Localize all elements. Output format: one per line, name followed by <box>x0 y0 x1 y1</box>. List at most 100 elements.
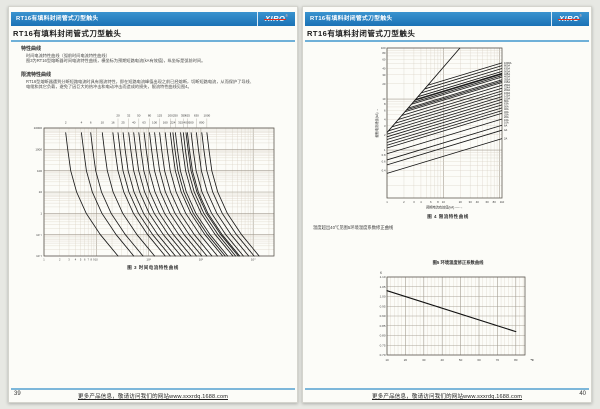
svg-text:6: 6 <box>430 200 432 204</box>
svg-text:1: 1 <box>386 200 388 204</box>
svg-text:80: 80 <box>382 51 386 55</box>
footer-website-link[interactable]: 更多产品信息，敬请访问我们的网站www.sxxrdq.1688.com <box>371 394 523 400</box>
footer-website-link[interactable]: 更多产品信息，敬请访问我们的网站www.sxxrdq.1688.com <box>77 394 229 400</box>
svg-text:4: 4 <box>384 117 386 121</box>
svg-text:355: 355 <box>181 114 186 118</box>
svg-text:截断电流峰值(kA) →: 截断电流峰值(kA) → <box>374 108 379 137</box>
svg-text:224A: 224A <box>504 86 510 90</box>
svg-text:800A: 800A <box>504 64 510 68</box>
svg-text:10A: 10A <box>504 121 509 125</box>
svg-text:50: 50 <box>459 358 463 362</box>
svg-text:0.85: 0.85 <box>380 324 386 328</box>
svg-text:100: 100 <box>37 169 42 173</box>
svg-text:40: 40 <box>382 66 386 70</box>
svg-text:500: 500 <box>189 121 194 125</box>
svg-text:10: 10 <box>442 200 446 204</box>
svg-text:6A: 6A <box>504 123 507 127</box>
svg-text:40A: 40A <box>504 107 509 111</box>
section-text-line: 图3为RT16型熔断器时间电流特性曲线，横坐标为预期短路电流(kA有效值)，纵坐… <box>26 58 206 63</box>
svg-text:110: 110 <box>500 200 505 204</box>
svg-text:60: 60 <box>486 200 490 204</box>
svg-text:1.10: 1.10 <box>380 275 386 279</box>
svg-text:40: 40 <box>132 121 136 125</box>
section-heading-characteristic-curves: 特性曲线 <box>21 46 42 52</box>
svg-text:2: 2 <box>65 121 67 125</box>
section-text-line: 电缆和其它负载，避免了因巨大的热冲击和电动冲击而造成的损失，限流特性曲线见图4。 <box>26 84 192 89</box>
header-bar-title: RT16有填料封闭管式刀型触头 <box>310 16 393 22</box>
svg-text:40: 40 <box>476 200 480 204</box>
svg-text:160A: 160A <box>504 91 510 95</box>
svg-text:4: 4 <box>75 258 77 262</box>
svg-text:355A: 355A <box>504 77 510 81</box>
svg-text:16: 16 <box>111 121 115 125</box>
svg-text:63: 63 <box>142 121 146 125</box>
svg-text:250A: 250A <box>504 83 510 87</box>
svg-text:2: 2 <box>59 258 61 262</box>
svg-text:40: 40 <box>441 358 445 362</box>
brand-logo: XIRO ® <box>551 12 589 26</box>
svg-text:℃: ℃ <box>530 358 534 362</box>
catalog-page-right: RT16有填料封闭管式刀型触头 XIRO ® RT16有填料封闭管式刀型触头 1… <box>302 6 592 403</box>
page-title: RT16有填料封闭管式刀型触头 <box>13 29 122 38</box>
svg-text:10⁻²: 10⁻² <box>36 254 42 258</box>
svg-text:0.75: 0.75 <box>380 343 386 347</box>
svg-text:32A: 32A <box>504 110 509 114</box>
svg-text:200: 200 <box>168 114 173 118</box>
svg-text:3: 3 <box>384 124 386 128</box>
svg-text:125: 125 <box>157 114 162 118</box>
svg-text:7: 7 <box>87 258 89 262</box>
section-heading-current-limiting: 限流特性曲线 <box>21 72 52 78</box>
svg-text:315A: 315A <box>504 80 510 84</box>
svg-text:60: 60 <box>382 57 386 61</box>
svg-text:0.90: 0.90 <box>380 314 386 318</box>
figure4-caption: 图 4 限流特性曲线 <box>427 214 469 219</box>
svg-text:10: 10 <box>385 358 389 362</box>
svg-text:80A: 80A <box>504 99 509 103</box>
svg-text:10: 10 <box>39 190 43 194</box>
svg-text:10⁴: 10⁴ <box>251 258 256 262</box>
svg-text:16A: 16A <box>504 118 509 122</box>
svg-text:4: 4 <box>420 200 422 204</box>
svg-text:1: 1 <box>43 258 45 262</box>
svg-text:32: 32 <box>127 114 131 118</box>
title-divider <box>11 40 295 42</box>
registered-trademark-icon: ® <box>285 14 288 18</box>
svg-text:10: 10 <box>95 258 98 262</box>
svg-text:200A: 200A <box>504 88 510 92</box>
svg-text:50A: 50A <box>504 104 509 108</box>
svg-text:2: 2 <box>403 200 405 204</box>
svg-text:100: 100 <box>381 46 386 50</box>
svg-text:20: 20 <box>116 114 120 118</box>
svg-text:800: 800 <box>199 121 204 125</box>
svg-text:30: 30 <box>382 73 386 77</box>
svg-text:1.05: 1.05 <box>380 285 386 289</box>
svg-text:80: 80 <box>493 200 497 204</box>
page-number: 40 <box>579 391 586 397</box>
svg-text:10: 10 <box>101 121 105 125</box>
svg-text:1000: 1000 <box>204 114 211 118</box>
svg-text:10⁻¹: 10⁻¹ <box>36 233 42 237</box>
svg-text:4A: 4A <box>504 128 507 132</box>
svg-text:5: 5 <box>80 258 82 262</box>
brand-logo-text: XIRO <box>264 14 287 24</box>
footer-divider <box>305 388 589 390</box>
temperature-correction-chart-area: 图5 环境温度修正系数曲线 1.10 1.05 1.00 0.95 0.90 0.85 0.… <box>378 260 546 372</box>
svg-text:8: 8 <box>384 102 386 106</box>
svg-text:125A: 125A <box>504 94 510 98</box>
svg-text:10000: 10000 <box>34 126 43 130</box>
svg-text:25: 25 <box>121 121 125 125</box>
svg-text:224: 224 <box>170 121 175 125</box>
svg-text:9: 9 <box>93 258 95 262</box>
svg-text:0.80: 0.80 <box>380 334 386 338</box>
brand-logo-text: XIRO <box>558 14 581 24</box>
svg-text:8: 8 <box>91 258 93 262</box>
svg-text:2A: 2A <box>504 137 507 141</box>
figure3-caption: 图 3 时间电流特性曲线 <box>127 265 179 270</box>
svg-text:630A: 630A <box>504 67 510 71</box>
svg-text:10²: 10² <box>146 258 150 262</box>
svg-text:1.00: 1.00 <box>380 295 386 299</box>
svg-text:70: 70 <box>496 358 500 362</box>
svg-text:0.6: 0.6 <box>382 159 386 163</box>
svg-text:400A: 400A <box>504 75 510 79</box>
svg-text:425A: 425A <box>504 72 510 76</box>
